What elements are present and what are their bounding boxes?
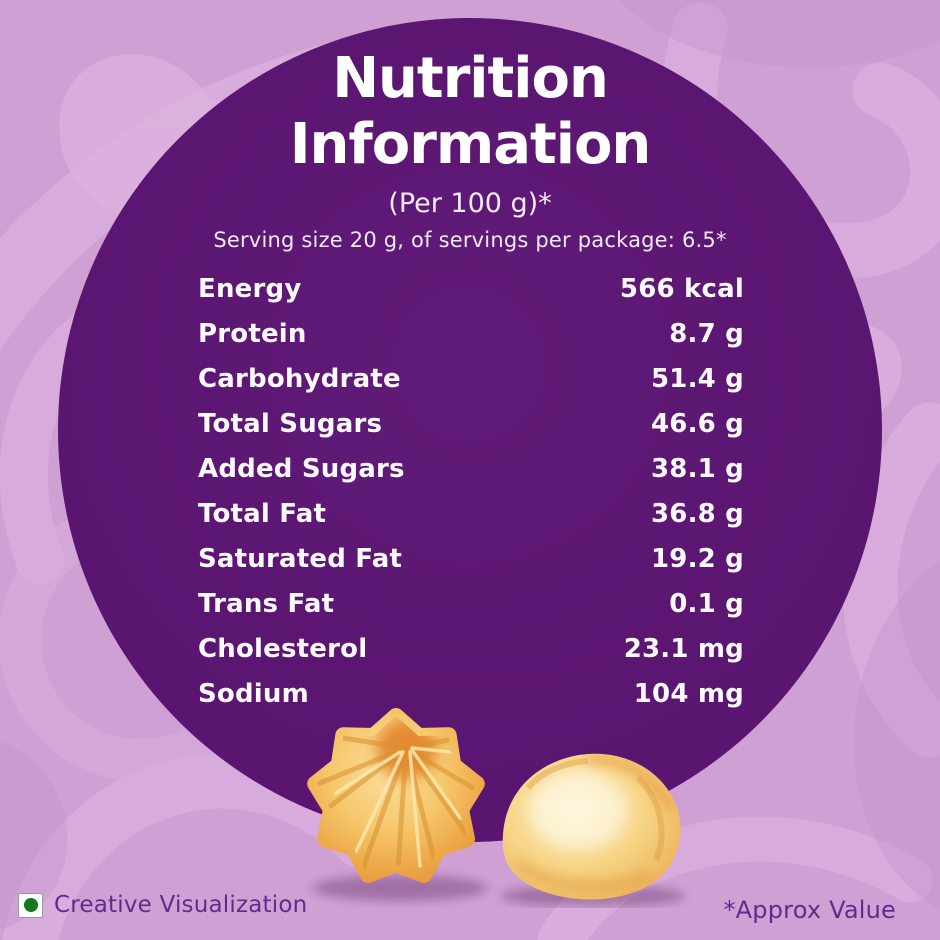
- nutrient-label: Energy: [198, 273, 302, 304]
- table-row-total-sugars: Total Sugars 46.6 g: [198, 401, 744, 446]
- table-row-protein: Protein 8.7 g: [198, 311, 744, 356]
- nutrient-value: 51.4 g: [650, 363, 744, 394]
- nutrient-label: Sodium: [198, 678, 309, 709]
- crinkled-snack-ball-icon: [315, 716, 477, 875]
- table-row-sodium: Sodium 104 mg: [198, 671, 744, 716]
- nutrient-label: Trans Fat: [198, 588, 335, 619]
- table-row-carbohydrate: Carbohydrate 51.4 g: [198, 356, 744, 401]
- table-row-total-fat: Total Fat 36.8 g: [198, 491, 744, 536]
- table-row-trans-fat: Trans Fat 0.1 g: [198, 581, 744, 626]
- table-row-added-sugars: Added Sugars 38.1 g: [198, 446, 744, 491]
- nutrient-label: Cholesterol: [198, 633, 368, 664]
- nutrient-value: 8.7 g: [669, 318, 744, 349]
- snack-balls-illustration: [288, 698, 685, 907]
- vegetarian-mark-icon: [18, 892, 43, 918]
- snack-shadow: [312, 875, 488, 901]
- smooth-snack-ball-icon: [502, 753, 681, 900]
- table-row-saturated-fat: Saturated Fat 19.2 g: [198, 536, 744, 581]
- title-line2: Information: [289, 112, 652, 177]
- nutrient-value: 104 mg: [633, 678, 744, 709]
- nutrient-value: 0.1 g: [669, 588, 744, 619]
- title-line1: Nutrition: [332, 46, 609, 111]
- nutrient-label: Saturated Fat: [198, 543, 403, 574]
- nutrition-panel-circle: [58, 18, 882, 842]
- vegetarian-green-dot: [23, 898, 38, 912]
- per-100g-note: (Per 100 g)*: [388, 188, 552, 219]
- table-row-cholesterol: Cholesterol 23.1 mg: [198, 626, 744, 671]
- serving-size-note: Serving size 20 g, of servings per packa…: [213, 228, 727, 252]
- footer-left: Creative Visualization: [18, 892, 307, 918]
- nutrient-label: Carbohydrate: [198, 363, 401, 394]
- approx-value-note: *Approx Value: [723, 896, 896, 924]
- nutrient-label: Total Fat: [198, 498, 327, 529]
- nutrient-label: Total Sugars: [198, 408, 383, 439]
- nutrient-value: 19.2 g: [650, 543, 744, 574]
- page-title: Nutrition Information: [0, 46, 940, 178]
- nutrient-value: 566 kcal: [619, 273, 744, 304]
- table-row-energy: Energy 566 kcal: [198, 266, 744, 311]
- nutrient-label: Added Sugars: [198, 453, 405, 484]
- nutrient-value: 46.6 g: [650, 408, 744, 439]
- creative-visualization-label: Creative Visualization: [54, 892, 308, 918]
- nutrient-value: 36.8 g: [650, 498, 744, 529]
- nutrient-value: 38.1 g: [650, 453, 744, 484]
- nutrient-value: 23.1 mg: [623, 633, 744, 664]
- nutrient-label: Protein: [198, 318, 307, 349]
- nutrition-table: Energy 566 kcal Protein 8.7 g Carbohydra…: [198, 266, 744, 716]
